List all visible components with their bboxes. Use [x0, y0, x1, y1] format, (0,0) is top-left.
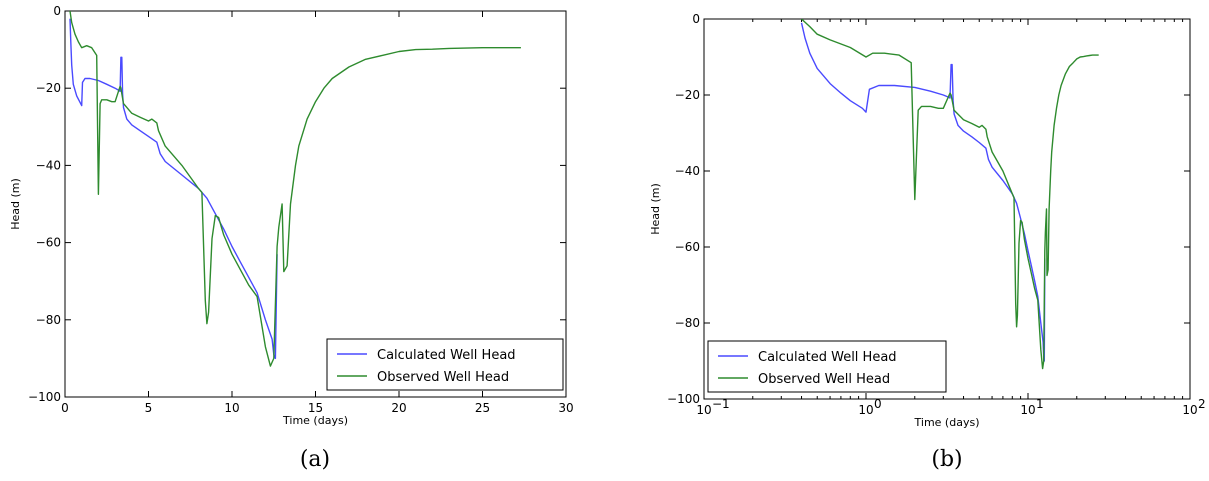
- y-tick-label: −60: [36, 236, 61, 250]
- y-tick-label: −100: [28, 390, 61, 404]
- y-tick-label: −40: [675, 164, 700, 178]
- x-tick-label: 10: [1020, 403, 1035, 417]
- legend: Calculated Well Head Observed Well Head: [707, 340, 947, 393]
- x-tick-label: 30: [558, 401, 573, 415]
- x-tick-exponent: 2: [1198, 397, 1206, 411]
- y-tick-label: 0: [53, 4, 61, 18]
- series-line-observed: [69, 11, 521, 367]
- chart-panel-b: 0 −20 −40 −60 −80 −100 10 −1 10 0 10 1 10 2 Time (days…: [610, 0, 1209, 481]
- x-tick-label: 15: [308, 401, 323, 415]
- y-tick-label: −80: [675, 316, 700, 330]
- series-line-observed: [801, 19, 1099, 370]
- x-tick-label: 10: [858, 403, 873, 417]
- x-tick-label: 10: [1182, 403, 1197, 417]
- legend-entry: Observed Well Head: [758, 372, 890, 387]
- series-line-calculated: [69, 18, 278, 360]
- legend-entry: Calculated Well Head: [377, 348, 516, 363]
- y-tick-label: −40: [36, 158, 61, 172]
- x-tick-label: 20: [391, 401, 406, 415]
- x-tick-label: 0: [61, 401, 69, 415]
- x-axis-label: Time (days): [914, 416, 980, 429]
- y-tick-label: 0: [692, 12, 700, 26]
- caption-a: (a): [299, 447, 331, 472]
- x-tick-label: 10: [696, 403, 711, 417]
- y-tick-label: −20: [675, 88, 700, 102]
- series-line-calculated: [800, 22, 1046, 362]
- x-tick-label: 5: [145, 401, 153, 415]
- x-tick-exponent: 0: [874, 397, 882, 411]
- x-tick-label: 10: [224, 401, 239, 415]
- legend-frame: [326, 338, 564, 391]
- y-tick-label: −80: [36, 313, 61, 327]
- x-tick-exponent: −1: [712, 397, 730, 411]
- x-tick-exponent: 1: [1036, 397, 1044, 411]
- chart-panel-a: 0 −20 −40 −60 −80 −100 0 5 10 15 20 25 30 Time (days)…: [0, 0, 600, 481]
- caption-b: (b): [931, 447, 963, 472]
- plot-frame: [703, 18, 1191, 400]
- legend-entry: Observed Well Head: [377, 370, 509, 385]
- legend-frame: [707, 340, 947, 393]
- legend-entry: Calculated Well Head: [758, 350, 897, 365]
- y-tick-label: −60: [675, 240, 700, 254]
- y-tick-label: −100: [667, 392, 700, 406]
- x-tick-label: 25: [475, 401, 490, 415]
- legend: Calculated Well Head Observed Well Head: [326, 338, 564, 391]
- y-axis-label: Head (m): [9, 178, 22, 230]
- y-axis-label: Head (m): [649, 183, 662, 235]
- x-axis-label: Time (days): [282, 414, 348, 427]
- y-tick-label: −20: [36, 81, 61, 95]
